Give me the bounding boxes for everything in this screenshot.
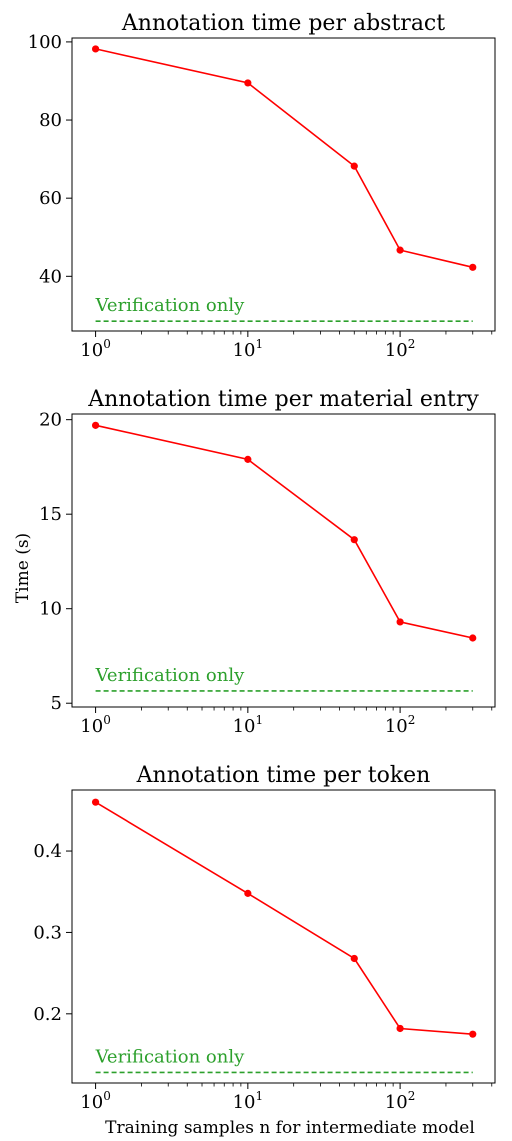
series-line <box>95 801 473 1035</box>
data-point <box>244 79 252 87</box>
chart-panel-3: Annotation time per token 100 101 102 0.2 0.3… <box>33 763 496 1113</box>
y-tick-label: 0.2 <box>33 1004 62 1025</box>
y-tick-label: 0.4 <box>33 841 62 862</box>
data-point <box>350 162 358 170</box>
chart-panel-1: Annotation time per abstract 100 101 102 40 6… <box>28 11 496 361</box>
x-tick-label: 102 <box>385 713 416 737</box>
data-point <box>396 246 404 254</box>
y-tick-label: 5 <box>51 693 62 714</box>
x-tick-label: 100 <box>80 1089 111 1113</box>
data-point <box>469 1030 477 1038</box>
reference-label: Verification only <box>95 665 246 686</box>
x-tick-label: 101 <box>233 713 264 737</box>
reference-label: Verification only <box>95 295 246 316</box>
x-tick-label: 101 <box>233 337 264 361</box>
data-point <box>469 634 477 642</box>
shared-ylabel: Time (s) <box>13 533 33 603</box>
y-tick-label: 60 <box>39 188 62 209</box>
plot-frame <box>71 37 496 332</box>
x-tick-label: 102 <box>385 337 416 361</box>
series-line <box>95 48 473 269</box>
reference-label: Verification only <box>95 1046 246 1067</box>
data-point <box>244 455 252 463</box>
x-tick-label: 101 <box>233 1089 264 1113</box>
data-point <box>244 889 252 897</box>
data-point <box>91 798 100 806</box>
y-tick-label: 10 <box>39 599 62 620</box>
series-line <box>95 424 473 639</box>
plot-frame <box>71 413 496 708</box>
y-tick-label: 0.3 <box>33 922 62 943</box>
chart-title: Annotation time per material entry <box>87 387 479 412</box>
chart-title: Annotation time per token <box>136 763 431 788</box>
data-point <box>350 954 358 963</box>
y-tick-label: 40 <box>39 266 62 287</box>
data-point <box>396 1024 404 1033</box>
x-tick-label: 100 <box>80 713 111 737</box>
data-point <box>469 263 477 271</box>
shared-xlabel: Training samples n for intermediate mode… <box>105 1118 475 1138</box>
y-tick-label: 100 <box>28 32 62 53</box>
chart-title: Annotation time per abstract <box>121 11 445 36</box>
y-tick-label: 20 <box>39 410 62 431</box>
data-point <box>350 536 358 544</box>
y-tick-label: 15 <box>39 504 62 525</box>
data-point <box>91 45 100 53</box>
data-point <box>396 618 404 626</box>
plot-frame <box>71 789 496 1084</box>
data-point <box>91 421 100 429</box>
x-tick-label: 100 <box>80 337 111 361</box>
x-tick-label: 102 <box>385 1089 416 1113</box>
y-tick-label: 80 <box>39 110 62 131</box>
